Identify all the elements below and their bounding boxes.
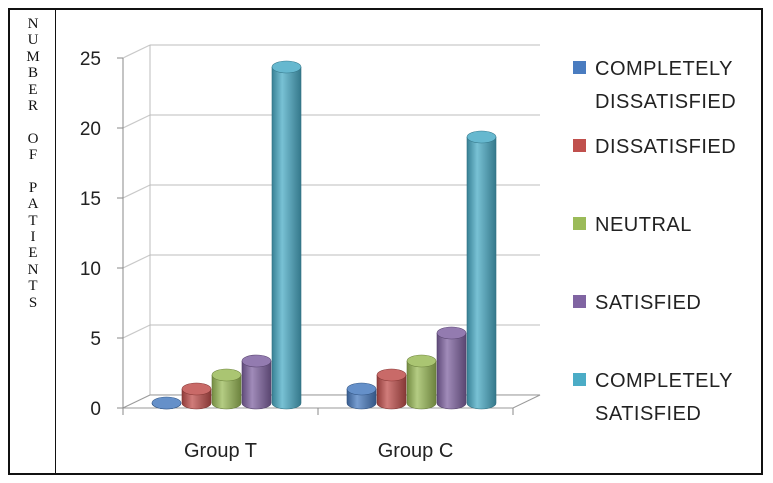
legend-label: SATISFIED [595,403,701,425]
y-axis-title-letter: E [28,245,38,262]
bar-top [241,354,272,368]
y-axis-title-letter: U [27,32,39,49]
y-tick-label: 5 [90,329,101,350]
y-tick-label: 25 [80,49,101,70]
legend-swatch [573,61,586,74]
gridline-side [122,254,151,269]
y-tick-label: 20 [80,119,101,140]
y-axis-title-letter: T [28,212,38,229]
bar [211,374,242,410]
y-axis-title-letter: P [28,179,38,196]
legend-label: COMPLETELY [595,58,733,80]
bar-top [271,60,302,74]
legend-label: NEUTRAL [595,214,692,236]
gridline-side [122,114,151,129]
bar [466,136,497,410]
bar-top [376,368,407,382]
bar-top [151,396,182,410]
legend-label: SATISFIED [595,292,701,314]
bar-top [436,326,467,340]
bar-top [406,354,437,368]
bar [436,332,467,410]
bar-top [346,382,377,396]
y-tick-label: 10 [80,259,101,280]
y-axis-title-letter: S [28,294,38,311]
y-axis-title-letter: T [28,278,38,295]
y-axis-title-letter: M [26,48,40,65]
y-tick-label: 0 [90,399,101,420]
x-category-label: Group T [184,440,257,462]
gridline-side [122,324,151,339]
y-axis-title-letter: B [27,65,38,82]
legend-swatch [573,295,586,308]
legend-label: COMPLETELY [595,370,733,392]
x-category-label: Group C [378,440,454,462]
bar [376,374,407,410]
y-axis-title-letter: O [27,130,39,147]
y-axis-title-letter: A [27,196,39,213]
legend-label: DISSATISFIED [595,91,736,113]
gridline-side [122,184,151,199]
bar-top [211,368,242,382]
bar-top [181,382,212,396]
y-axis-title-letter: E [28,81,38,98]
bar [406,360,437,410]
bar [241,360,272,410]
legend-swatch [573,373,586,386]
y-tick-label: 15 [80,189,101,210]
y-axis-title-letter: I [30,229,36,246]
bar [271,66,302,410]
gridline-side [122,44,151,59]
legend-swatch [573,217,586,230]
y-axis-title-letter: N [27,16,39,32]
y-axis-title-letter: F [28,147,38,164]
legend-swatch [573,139,586,152]
y-axis-title-letter: N [27,261,39,278]
y-axis-title-letter: R [27,97,38,114]
bar-top [466,130,497,144]
legend-label: DISSATISFIED [595,136,736,158]
